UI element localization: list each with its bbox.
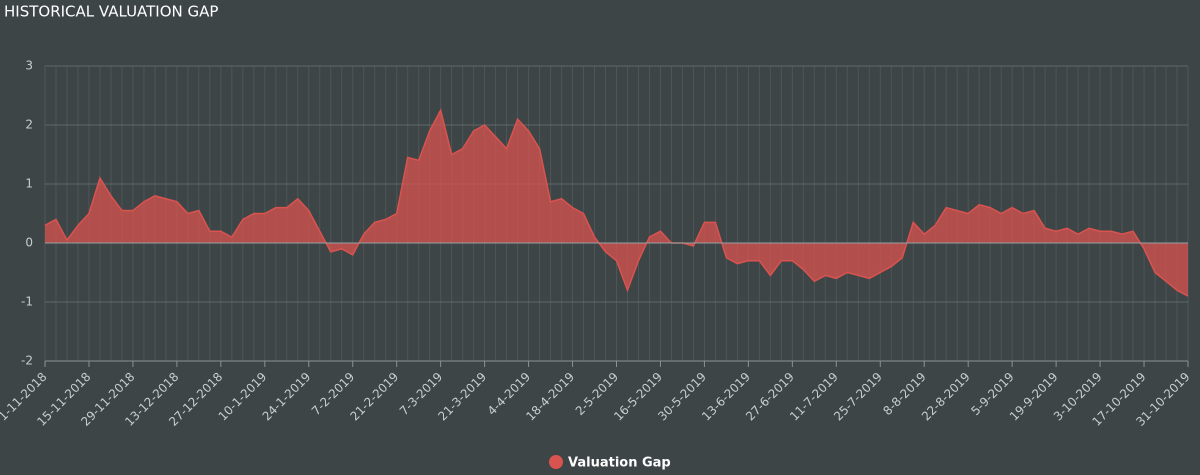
y-tick-label: 0 <box>25 236 33 250</box>
y-tick-label: 2 <box>25 118 33 132</box>
y-tick-label: -1 <box>21 295 33 309</box>
y-tick-label: 1 <box>25 177 33 191</box>
area-line <box>44 108 1189 297</box>
area <box>45 110 1188 297</box>
y-tick-label: 3 <box>25 59 33 73</box>
legend-marker <box>549 455 563 469</box>
chart-title: HISTORICAL VALUATION GAP <box>4 3 218 21</box>
y-tick-label: -2 <box>21 354 33 368</box>
legend-label: Valuation Gap <box>568 456 671 471</box>
